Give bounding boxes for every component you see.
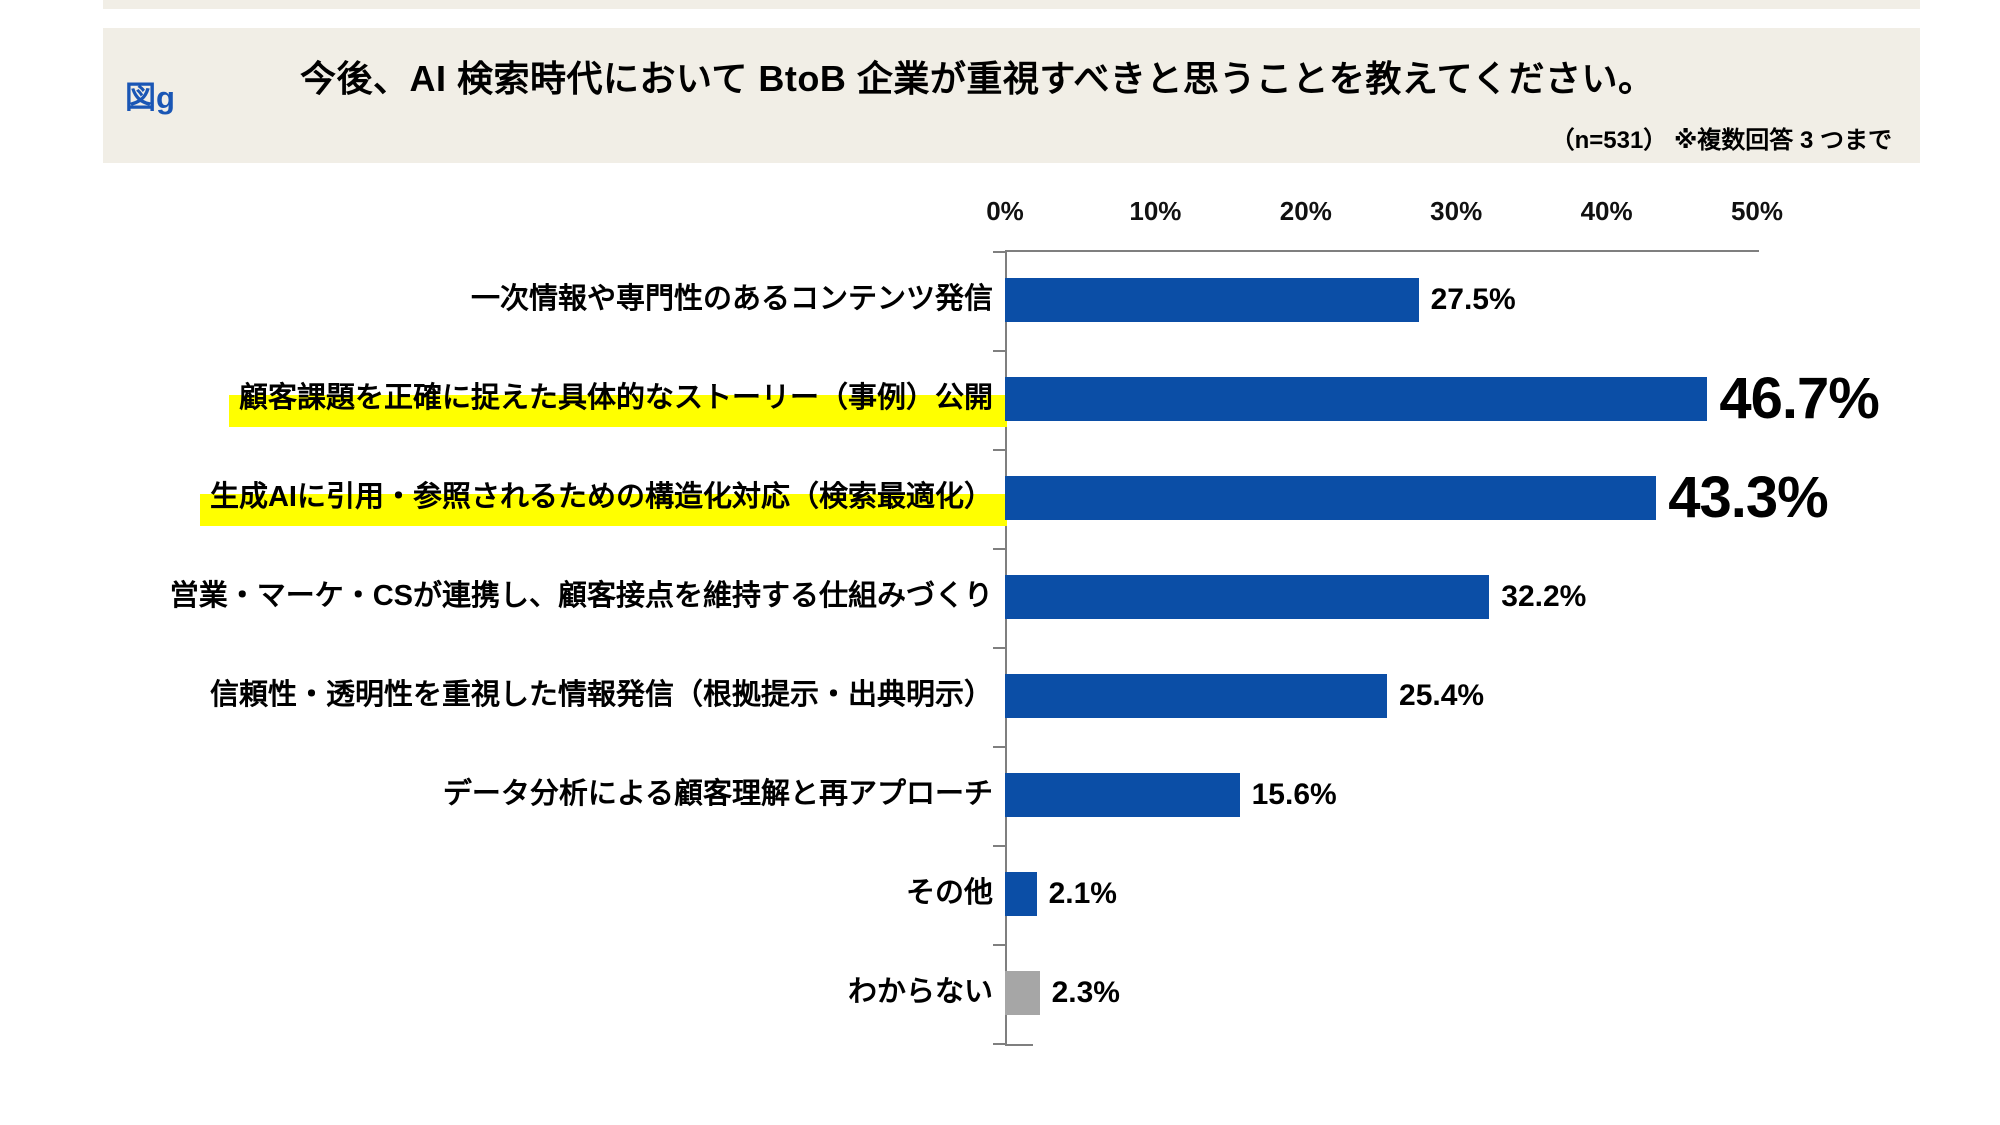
bar — [1005, 772, 1240, 817]
chart-title: 今後、AI 検索時代において BtoB 企業が重視すべきと思うことを教えてくださ… — [300, 58, 1655, 99]
bar — [1005, 871, 1037, 916]
category-label: 信頼性・透明性を重視した情報発信（根拠提示・出典明示） — [209, 679, 993, 712]
category-label: 営業・マーケ・CSが連携し、顧客接点を維持する仕組みづくり — [169, 580, 993, 613]
category-label-cell: 営業・マーケ・CSが連携し、顧客接点を維持する仕組みづくり — [0, 578, 1005, 614]
chart-row: 生成AIに引用・参照されるための構造化対応（検索最適化） 43.3% — [0, 448, 2000, 547]
x-tick-label: 0% — [986, 196, 1024, 226]
value-label: 2.1% — [1048, 876, 1117, 910]
x-axis: 0% 10% 20% 30% 40% 50% — [986, 196, 1783, 230]
x-tick-label: 40% — [1580, 196, 1633, 226]
sample-size-note: （n=531） ※複数回答 3 つまで — [1550, 127, 1892, 154]
category-label: わからない — [847, 976, 993, 1009]
bar-cell: 46.7% — [1005, 349, 2000, 448]
value-label: 15.6% — [1251, 777, 1337, 811]
category-label: 一次情報や専門性のあるコンテンツ発信 — [470, 283, 993, 316]
bar-cell: 43.3% — [1005, 448, 2000, 547]
top-strip — [103, 0, 1920, 9]
bar-cell: 27.5% — [1005, 250, 2000, 349]
category-label-cell: データ分析による顧客理解と再アプローチ — [0, 776, 1005, 812]
header-band: 図g 今後、AI 検索時代において BtoB 企業が重視すべきと思うことを教えて… — [103, 28, 1920, 163]
bar-cell: 25.4% — [1005, 646, 2000, 745]
chart-row: 顧客課題を正確に捉えた具体的なストーリー（事例）公開 46.7% — [0, 349, 2000, 448]
chart-row: その他 2.1% — [0, 844, 2000, 943]
category-label-cell: 信頼性・透明性を重視した情報発信（根拠提示・出典明示） — [0, 677, 1005, 713]
bar-cell: 2.3% — [1005, 943, 2000, 1042]
x-tick-label: 10% — [1129, 196, 1182, 226]
axis-tick — [993, 944, 1005, 946]
x-tick-label: 30% — [1430, 196, 1483, 226]
category-label: 顧客課題を正確に捉えた具体的なストーリー（事例）公開 — [228, 380, 1008, 428]
axis-tick — [993, 251, 1005, 253]
chart-row: 一次情報や専門性のあるコンテンツ発信 27.5% — [0, 250, 2000, 349]
axis-bottom-tick — [1005, 1044, 1033, 1046]
axis-tick — [993, 647, 1005, 649]
chart-row: データ分析による顧客理解と再アプローチ 15.6% — [0, 745, 2000, 844]
category-label: 生成AIに引用・参照されるための構造化対応（検索最適化） — [199, 479, 1008, 527]
bar-cell: 15.6% — [1005, 745, 2000, 844]
bar — [1005, 475, 1657, 520]
category-label-cell: 顧客課題を正確に捉えた具体的なストーリー（事例）公開 — [0, 380, 1008, 428]
chart-rows: 一次情報や専門性のあるコンテンツ発信 27.5% 顧客課題を正確に捉えた具体的なスト… — [0, 250, 2000, 1042]
category-label: その他 — [905, 877, 993, 910]
x-tick-label: 50% — [1730, 196, 1784, 226]
value-label: 25.4% — [1399, 678, 1485, 712]
figure-label: 図g — [125, 80, 175, 115]
axis-tick — [993, 449, 1005, 451]
category-label: データ分析による顧客理解と再アプローチ — [442, 778, 993, 811]
category-label-cell: わからない — [0, 974, 1005, 1010]
axis-tick — [993, 845, 1005, 847]
chart-row: 信頼性・透明性を重視した情報発信（根拠提示・出典明示） 25.4% — [0, 646, 2000, 745]
bar-cell: 2.1% — [1005, 844, 2000, 943]
bar — [1005, 673, 1388, 718]
axis-tick — [993, 350, 1005, 352]
value-label: 32.2% — [1501, 579, 1587, 613]
bar — [1005, 574, 1490, 619]
value-label: 27.5% — [1430, 282, 1516, 316]
category-label-cell: その他 — [0, 875, 1005, 911]
category-label-cell: 一次情報や専門性のあるコンテンツ発信 — [0, 281, 1005, 317]
chart-row: 営業・マーケ・CSが連携し、顧客接点を維持する仕組みづくり 32.2% — [0, 547, 2000, 646]
axis-tick — [993, 1043, 1005, 1045]
value-label: 2.3% — [1051, 975, 1120, 1009]
category-label-cell: 生成AIに引用・参照されるための構造化対応（検索最適化） — [0, 479, 1008, 527]
value-label: 43.3% — [1668, 465, 1828, 530]
axis-tick — [993, 746, 1005, 748]
bar — [1005, 376, 1708, 421]
bar-cell: 32.2% — [1005, 547, 2000, 646]
x-tick-label: 20% — [1279, 196, 1332, 226]
axis-tick — [993, 548, 1005, 550]
bar — [1005, 277, 1419, 322]
plot-frame — [993, 250, 1759, 1046]
chart-row: わからない 2.3% — [0, 943, 2000, 1042]
bar — [1005, 970, 1040, 1015]
value-label: 46.7% — [1719, 366, 1879, 431]
